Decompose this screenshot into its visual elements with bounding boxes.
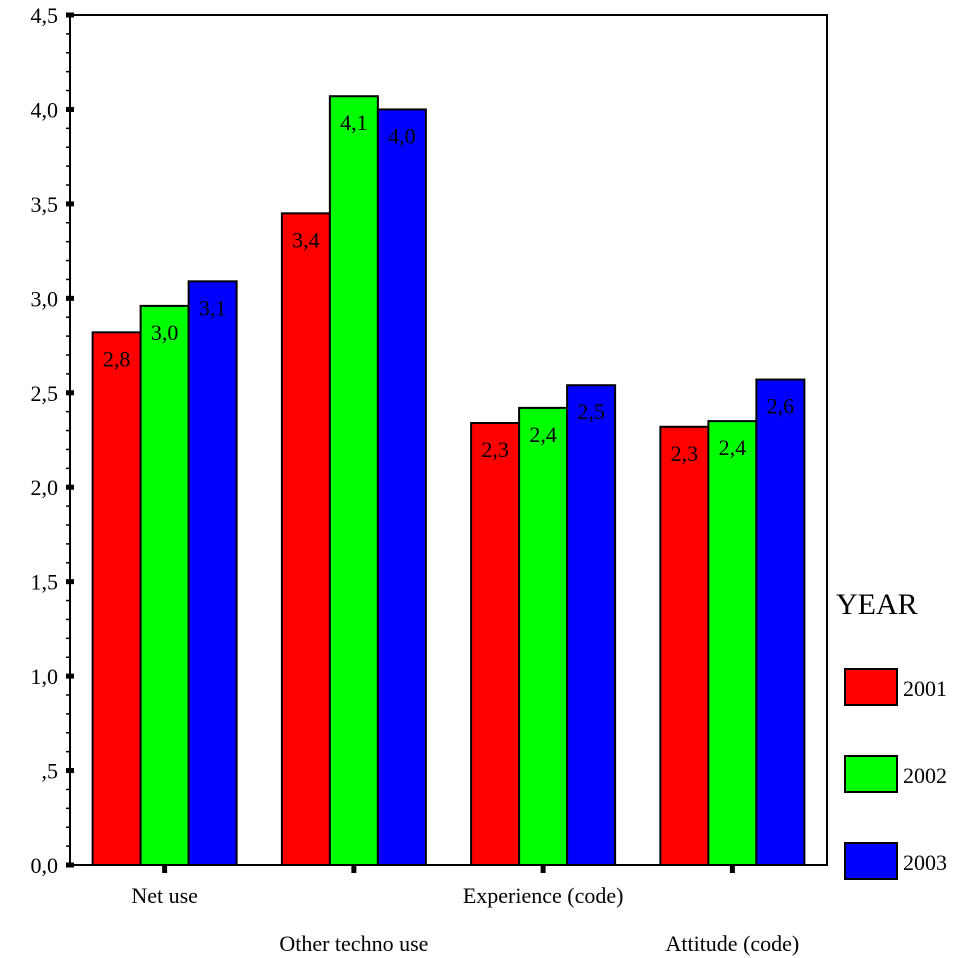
y-major-tick (66, 201, 74, 207)
axes: 0,0 ,5 1,0 1,5 2,0 2,5 3,0 3,5 4,0 4,5 (31, 3, 828, 878)
data-label: 3,4 (292, 227, 320, 252)
x-tick (540, 865, 546, 873)
bar-2001 (91, 331, 142, 867)
y-major-tick (66, 484, 74, 490)
y-tick-label: 1,0 (31, 664, 59, 689)
x-tick (162, 865, 168, 873)
category-label: Attitude (code) (665, 931, 799, 956)
legend-swatch-2001 (844, 668, 898, 706)
y-tick-label: 4,5 (31, 3, 59, 28)
y-tick-label: 4,0 (31, 97, 59, 122)
data-label: 2,8 (103, 346, 131, 371)
x-tick (351, 865, 357, 873)
legend-label: 2001 (903, 676, 947, 701)
data-label: 2,3 (671, 441, 699, 466)
bars (91, 95, 806, 867)
y-tick-label: 1,5 (31, 570, 59, 595)
y-tick-label: 3,5 (31, 192, 59, 217)
bar-2002 (328, 95, 379, 866)
data-label: 2,4 (529, 422, 557, 447)
category-label: Other techno use (279, 931, 428, 956)
y-major-tick (66, 862, 74, 868)
bar-2003 (755, 378, 806, 866)
legend-swatch-2002 (844, 755, 898, 793)
x-tick (729, 865, 735, 873)
y-major-tick (66, 106, 74, 112)
y-major-tick (66, 390, 74, 396)
category-labels: Net use Other techno use Experience (code)… (131, 883, 799, 956)
y-tick-label: 2,0 (31, 475, 59, 500)
y-major-tick (66, 579, 74, 585)
y-tick-label: 2,5 (31, 381, 59, 406)
plot-frame (69, 14, 828, 866)
bar-2002 (139, 304, 190, 866)
legend-label: 2003 (903, 850, 947, 875)
bar-2002 (707, 420, 758, 866)
data-label: 2,6 (767, 394, 795, 419)
bar-2001 (280, 212, 331, 867)
data-label: 4,0 (388, 123, 416, 148)
data-label: 2,5 (577, 399, 605, 424)
data-labels: 2,8 3,0 3,1 3,4 4,1 4,0 2,3 2,4 2,5 2,3 2,4 2,6 (103, 110, 794, 466)
data-label: 3,0 (151, 320, 179, 345)
bar-2001 (659, 425, 710, 866)
y-tick-label: 0,0 (31, 853, 59, 878)
category-label: Net use (131, 883, 198, 908)
bar-2003 (376, 108, 427, 866)
bar-2001 (470, 422, 521, 866)
y-major-tick (66, 295, 74, 301)
y-tick-label: 3,0 (31, 286, 59, 311)
bar-2003 (566, 384, 617, 866)
y-major-tick (66, 12, 74, 18)
data-label: 3,1 (199, 295, 227, 320)
legend-swatch-2003 (844, 842, 898, 880)
legend: YEAR 2001 2002 2003 (836, 588, 947, 880)
legend-label: 2002 (903, 763, 947, 788)
category-label: Experience (code) (463, 883, 624, 908)
legend-title: YEAR (836, 588, 918, 621)
data-label: 2,4 (719, 435, 747, 460)
bar-2002 (518, 406, 569, 866)
data-label: 2,3 (481, 437, 509, 462)
data-label: 4,1 (340, 110, 368, 135)
y-major-tick (66, 673, 74, 679)
y-tick-label: ,5 (42, 759, 59, 784)
y-major-tick (66, 768, 74, 774)
bar-2003 (187, 280, 238, 867)
